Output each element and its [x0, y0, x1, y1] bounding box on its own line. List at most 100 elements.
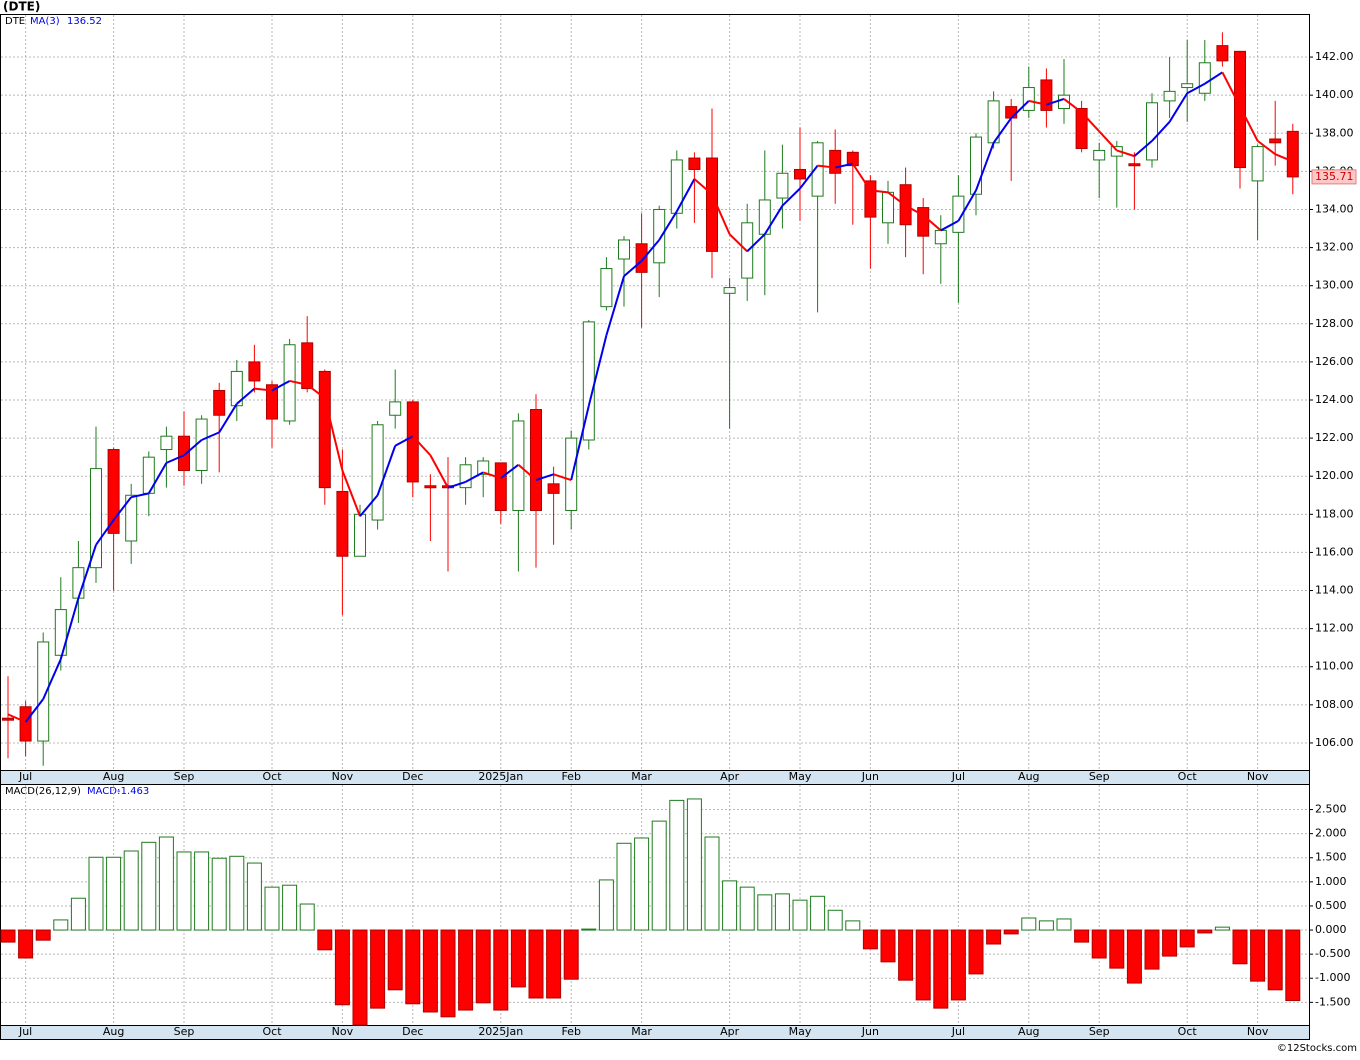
macd-bar — [176, 851, 192, 931]
ma-line — [447, 480, 466, 489]
macd-bar — [1003, 929, 1019, 935]
macd-bar — [1162, 929, 1178, 957]
y-tick-label: 106.00 — [1315, 736, 1354, 749]
macd-bar — [1074, 929, 1090, 943]
ma-line — [77, 544, 97, 599]
y-tick-label: 0.000 — [1315, 923, 1347, 936]
x-tick-label: Jun — [861, 770, 879, 783]
ma-line — [658, 210, 678, 241]
ma-line — [570, 405, 590, 481]
y-tick-label: 118.00 — [1315, 507, 1354, 520]
ma-line — [1046, 98, 1065, 106]
ma-line — [1151, 121, 1171, 142]
macd-bar — [1267, 929, 1283, 991]
legend-ma-value: 136.52 — [67, 16, 102, 27]
candle-body — [72, 567, 85, 599]
ma-line — [218, 403, 238, 433]
macd-bar — [334, 929, 350, 1006]
ma-line — [1028, 99, 1047, 106]
candle-body — [1005, 106, 1018, 119]
macd-bar — [1126, 929, 1142, 984]
y-tick-label: 116.00 — [1315, 545, 1354, 558]
x-tick-label: Aug — [1018, 1025, 1039, 1038]
legend-macd-label: MACD: — [87, 786, 120, 797]
macd-bar — [598, 879, 614, 931]
y-tick-label: 0.500 — [1315, 899, 1347, 912]
ma-line — [535, 473, 554, 481]
legend-macd: MACD(26,12,9) — [5, 786, 81, 797]
candle-body — [19, 706, 32, 742]
y-tick-label: 126.00 — [1315, 355, 1354, 368]
price-panel — [0, 14, 1310, 771]
ma-line — [254, 387, 273, 392]
macd-bar — [915, 929, 931, 1001]
legend-ma: MA(3) — [30, 16, 60, 27]
ma-line — [306, 383, 326, 399]
x-tick-label: Jul — [951, 1025, 965, 1038]
candle-body — [54, 609, 67, 656]
macd-bar — [1144, 929, 1160, 970]
macd-bar — [810, 895, 826, 931]
candle-body — [811, 142, 824, 197]
macd-bar — [1056, 918, 1072, 931]
candle-body — [37, 641, 50, 742]
candle-body — [213, 389, 226, 416]
macd-bar — [405, 929, 421, 1005]
x-tick-label: Aug — [103, 770, 124, 783]
macd-bar — [757, 894, 773, 931]
macd-bar — [722, 880, 738, 931]
macd-bar — [1250, 929, 1266, 982]
macd-bar — [282, 884, 298, 931]
x-tick-label: Jul — [951, 770, 965, 783]
candle-body — [547, 483, 560, 494]
candle-body — [1216, 45, 1229, 62]
chart-title: (DTE) — [3, 0, 40, 14]
y-tick-label: 130.00 — [1315, 279, 1354, 292]
candle-body — [829, 149, 842, 174]
macd-bar — [845, 920, 861, 931]
ma-line — [851, 163, 872, 191]
ma-line — [799, 165, 819, 190]
macd-bar — [88, 856, 104, 931]
x-tick-label: Oct — [1178, 770, 1198, 783]
macd-bar — [299, 903, 315, 931]
macd-bar — [0, 929, 16, 943]
candle-body — [424, 485, 437, 489]
ma-line — [1116, 149, 1135, 158]
ma-line — [24, 698, 44, 723]
macd-bar — [669, 799, 685, 931]
candle-body — [600, 268, 613, 308]
ma-line — [781, 187, 801, 207]
candle-body — [1234, 50, 1246, 169]
y-tick-label: 1.000 — [1315, 875, 1347, 888]
macd-bar — [968, 929, 984, 975]
ma-line — [130, 492, 150, 499]
ma-line — [1186, 82, 1206, 95]
x-tick-label: Feb — [561, 770, 580, 783]
y-tick-label: -0.500 — [1315, 947, 1350, 960]
ma-line — [359, 494, 379, 517]
ma-line — [1274, 153, 1294, 163]
ma-line — [623, 260, 643, 277]
x-tick-label: Feb — [561, 1025, 580, 1038]
candle-body — [776, 172, 789, 199]
ma-line — [482, 471, 502, 480]
ma-line — [922, 214, 942, 232]
ma-line — [957, 189, 977, 222]
y-tick-label: 120.00 — [1315, 469, 1354, 482]
candle-body — [178, 435, 190, 471]
x-tick-label: Nov — [1247, 1025, 1269, 1038]
ma-line — [1168, 92, 1189, 123]
candle-body — [635, 243, 648, 273]
y-tick-label: 124.00 — [1315, 393, 1354, 406]
candle-body — [406, 401, 419, 483]
candle-body — [336, 490, 349, 557]
candle-body — [1022, 87, 1035, 111]
candle-body — [1198, 62, 1211, 94]
candle-body — [266, 384, 278, 420]
ma-line — [289, 379, 308, 386]
macd-bar — [493, 929, 509, 1011]
macd-bar — [440, 929, 456, 1018]
ma-line — [112, 496, 132, 521]
ma-line — [201, 431, 220, 441]
